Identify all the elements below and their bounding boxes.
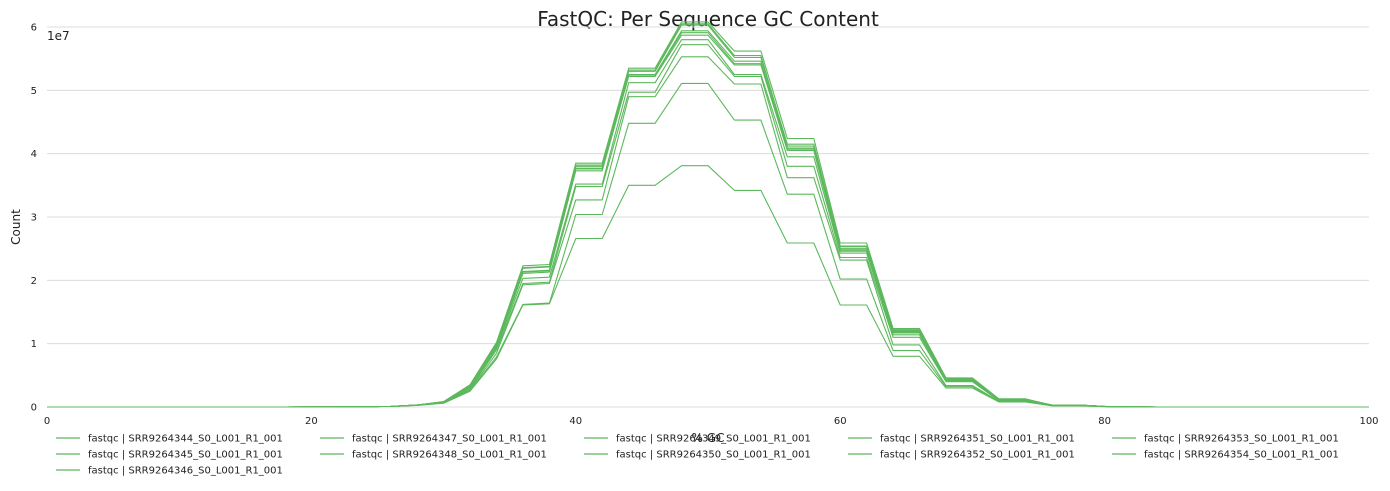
x-tick-label: 60 — [834, 416, 847, 427]
series-line — [47, 56, 1369, 408]
x-tick-label: 20 — [305, 416, 318, 427]
y-tick-label: 3 — [31, 213, 37, 224]
x-tick-label: 100 — [1359, 416, 1378, 427]
series-line — [47, 44, 1369, 408]
legend-label: fastqc | SRR9264354_S0_L001_R1_001 — [1144, 450, 1339, 461]
y-tick-label: 6 — [31, 23, 37, 34]
series-line — [47, 21, 1369, 408]
series-line — [47, 24, 1369, 408]
legend-label: fastqc | SRR9264350_S0_L001_R1_001 — [616, 450, 811, 461]
y-tick-label: 5 — [31, 86, 37, 97]
legend-item[interactable]: fastqc | SRR9264345_S0_L001_R1_001 — [56, 450, 283, 461]
series-line — [47, 32, 1369, 408]
legend-item[interactable]: fastqc | SRR9264351_S0_L001_R1_001 — [848, 434, 1075, 445]
y-axis-ticks: 0 1 2 3 4 5 6 — [31, 23, 37, 414]
legend-label: fastqc | SRR9264353_S0_L001_R1_001 — [1144, 434, 1339, 445]
y-tick-label: 0 — [31, 403, 37, 414]
x-tick-label: 80 — [1098, 416, 1111, 427]
x-tick-label: 0 — [44, 416, 50, 427]
y-tick-label: 2 — [31, 276, 37, 287]
legend-item[interactable]: fastqc | SRR9264350_S0_L001_R1_001 — [584, 450, 811, 461]
series-line — [47, 82, 1369, 408]
legend-item[interactable]: fastqc | SRR9264353_S0_L001_R1_001 — [1112, 434, 1339, 445]
y-tick-label: 4 — [31, 149, 37, 160]
series-line — [47, 165, 1369, 408]
series-line — [47, 39, 1369, 408]
legend-label: fastqc | SRR9264345_S0_L001_R1_001 — [88, 450, 283, 461]
series-line — [47, 30, 1369, 408]
legend-item[interactable]: fastqc | SRR9264344_S0_L001_R1_001 — [56, 434, 283, 445]
series-line — [47, 34, 1369, 408]
x-tick-label: 40 — [569, 416, 582, 427]
x-axis-ticks: 0 20 40 60 80 100 — [44, 416, 1379, 427]
legend-item[interactable]: fastqc | SRR9264354_S0_L001_R1_001 — [1112, 450, 1339, 461]
legend-label: fastqc | SRR9264347_S0_L001_R1_001 — [352, 434, 547, 445]
legend-label: fastqc | SRR9264351_S0_L001_R1_001 — [880, 434, 1075, 445]
legend-item[interactable]: fastqc | SRR9264348_S0_L001_R1_001 — [320, 450, 547, 461]
y-axis-scale-offset: 1e7 — [47, 29, 70, 43]
y-axis-label: Count — [9, 209, 23, 245]
legend-label: fastqc | SRR9264346_S0_L001_R1_001 — [88, 466, 283, 477]
legend-item[interactable]: fastqc | SRR9264349_S0_L001_R1_001 — [584, 434, 811, 445]
legend-label: fastqc | SRR9264344_S0_L001_R1_001 — [88, 434, 283, 445]
legend-item[interactable]: fastqc | SRR9264347_S0_L001_R1_001 — [320, 434, 547, 445]
legend-item[interactable]: fastqc | SRR9264346_S0_L001_R1_001 — [56, 466, 283, 477]
legend-item[interactable]: fastqc | SRR9264352_S0_L001_R1_001 — [848, 450, 1075, 461]
legend-label: fastqc | SRR9264348_S0_L001_R1_001 — [352, 450, 547, 461]
y-tick-label: 1 — [31, 339, 37, 350]
series-lines — [47, 21, 1369, 408]
legend-label: fastqc | SRR9264349_S0_L001_R1_001 — [616, 434, 811, 445]
legend: fastqc | SRR9264344_S0_L001_R1_001fastqc… — [56, 434, 1339, 477]
series-line — [47, 23, 1369, 408]
x-axis-label: % GC — [692, 431, 725, 445]
legend-label: fastqc | SRR9264352_S0_L001_R1_001 — [880, 450, 1075, 461]
